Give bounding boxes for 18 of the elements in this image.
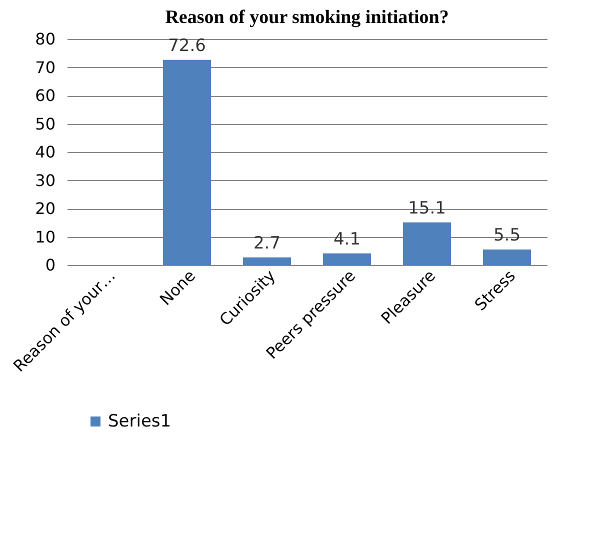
chart-title: Reason of your smoking initiation? xyxy=(165,7,449,28)
bar xyxy=(483,249,531,265)
bar xyxy=(163,60,211,265)
y-tick-label: 40 xyxy=(35,142,56,162)
y-tick-label: 50 xyxy=(35,114,56,134)
bar xyxy=(243,257,291,265)
data-label: 72.6 xyxy=(168,36,206,56)
data-label: 2.7 xyxy=(253,233,281,254)
y-tick-label: 80 xyxy=(35,30,56,48)
y-tick-label: 60 xyxy=(35,86,56,105)
bar xyxy=(323,253,371,265)
bar xyxy=(403,222,451,265)
y-tick-label: 30 xyxy=(35,170,56,190)
y-tick-label: 20 xyxy=(35,199,56,218)
y-tick-label: 10 xyxy=(35,227,56,246)
y-tick-label: 70 xyxy=(35,58,56,77)
y-tick-label: 0 xyxy=(45,256,56,274)
legend-label: Series1 xyxy=(108,412,172,432)
